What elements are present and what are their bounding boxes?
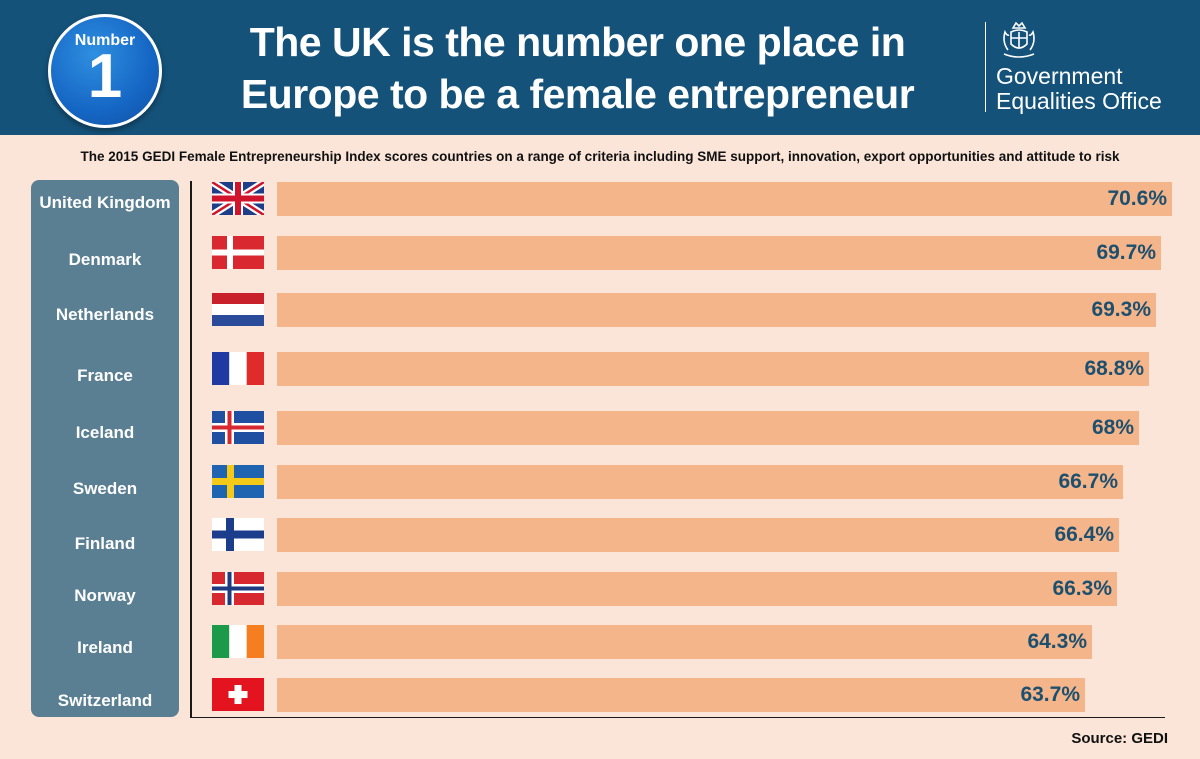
chart-bar: 66.7% (277, 465, 1123, 499)
country-label: Norway (74, 586, 136, 605)
royal-crest-icon (1003, 21, 1035, 58)
iceland-flag-icon (212, 411, 264, 444)
country-label: Denmark (68, 250, 142, 269)
org-line-1: Government (996, 63, 1123, 89)
page-title: The UK is the number one place in Europe… (195, 16, 960, 120)
norway-flag-icon (212, 572, 264, 605)
chart-bar: 70.6% (277, 182, 1172, 216)
country-label: France (77, 366, 133, 385)
chart-bar: 69.3% (277, 293, 1156, 327)
title-line-2: Europe to be a female entrepreneur (240, 71, 915, 117)
bar-value-label: 64.3% (1027, 630, 1087, 653)
bar-value-label: 68% (1091, 416, 1134, 439)
country-label: Switzerland (57, 691, 153, 710)
country-label: Sweden (72, 479, 138, 498)
finland-flag-icon (212, 518, 264, 551)
bar-value-label: 66.3% (1052, 577, 1112, 600)
org-line-2: Equalities Office (996, 88, 1162, 114)
bar-value-label: 69.3% (1091, 298, 1151, 321)
organisation-name: Government Equalities Office (996, 64, 1196, 114)
denmark-flag-icon (212, 236, 264, 269)
badge-label: Number (74, 32, 136, 49)
header-banner: Number 1 The UK is the number one place … (0, 0, 1200, 135)
country-label: Iceland (75, 423, 135, 442)
uk-flag-icon (210, 179, 266, 218)
source-note: Source: GEDI (1071, 730, 1168, 747)
chart-bar: 68.8% (277, 352, 1149, 386)
logo-divider (985, 22, 986, 112)
country-label: Netherlands (55, 305, 155, 324)
bar-value-label: 70.6% (1107, 187, 1167, 210)
bar-value-label: 66.4% (1054, 523, 1114, 546)
chart-subtitle: The 2015 GEDI Female Entrepreneurship In… (80, 149, 1120, 164)
number-one-badge: Number 1 (48, 14, 162, 128)
country-label: Ireland (77, 638, 133, 657)
ireland-flag-icon (212, 625, 264, 658)
bar-value-label: 63.7% (1020, 683, 1080, 706)
france-flag-icon (212, 352, 264, 385)
sweden-flag-icon (212, 465, 264, 498)
title-line-1: The UK is the number one place in (249, 19, 906, 65)
country-labels-panel: United Kingdom Denmark Netherlands France Ic… (31, 180, 179, 717)
bar-value-label: 68.8% (1084, 357, 1144, 380)
chart-bar: 63.7% (277, 678, 1085, 712)
badge-number: 1 (87, 42, 123, 111)
bar-value-label: 66.7% (1058, 470, 1118, 493)
country-label: Finland (74, 534, 136, 553)
chart-bar: 69.7% (277, 236, 1161, 270)
chart-bar: 66.3% (277, 572, 1117, 606)
chart-axis-line (190, 181, 192, 717)
chart-bar: 68% (277, 411, 1139, 445)
chart-bar: 64.3% (277, 625, 1092, 659)
chart-bar: 66.4% (277, 518, 1119, 552)
netherlands-flag-icon (212, 293, 264, 326)
switzerland-flag-icon (212, 678, 264, 711)
bar-value-label: 69.7% (1096, 241, 1156, 264)
chart-baseline (190, 717, 1165, 718)
country-label: United Kingdom (39, 193, 171, 212)
